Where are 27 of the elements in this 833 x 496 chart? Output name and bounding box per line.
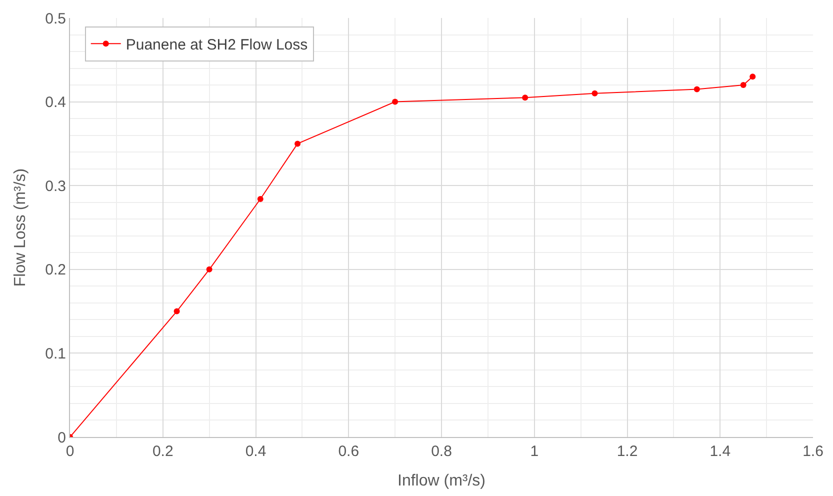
y-tick-label: 0.5 bbox=[45, 10, 66, 28]
point bbox=[392, 98, 398, 105]
point bbox=[740, 82, 746, 88]
point bbox=[174, 308, 180, 314]
x-tick-label: 0.8 bbox=[431, 443, 452, 460]
x-tick-label: 0.4 bbox=[245, 443, 266, 460]
point bbox=[750, 74, 756, 80]
y-axis-title: Flow Loss (m³/s) bbox=[12, 168, 30, 287]
point bbox=[592, 90, 598, 96]
x-axis-title: Inflow (m³/s) bbox=[398, 472, 486, 490]
point bbox=[694, 86, 700, 92]
x-tick-label: 1 bbox=[530, 443, 539, 460]
legend-label: Puanene at SH2 Flow Loss bbox=[126, 36, 308, 54]
y-tick-label: 0.1 bbox=[45, 345, 66, 362]
y-tick-label: 0.2 bbox=[45, 262, 66, 279]
y-tick-label: 0.4 bbox=[45, 94, 66, 112]
x-tick-label: 1.6 bbox=[802, 443, 824, 460]
point bbox=[294, 140, 301, 147]
point bbox=[206, 266, 212, 272]
x-tick-label: 0.6 bbox=[338, 443, 360, 460]
point bbox=[522, 94, 528, 101]
y-tick-label: 0 bbox=[58, 429, 66, 446]
x-tick-label: 0.2 bbox=[152, 443, 174, 460]
x-tick-label: 1.2 bbox=[616, 443, 638, 460]
x-tick-label: 1.4 bbox=[710, 443, 731, 460]
point bbox=[257, 196, 264, 202]
y-tick-label: 0.3 bbox=[45, 178, 66, 195]
